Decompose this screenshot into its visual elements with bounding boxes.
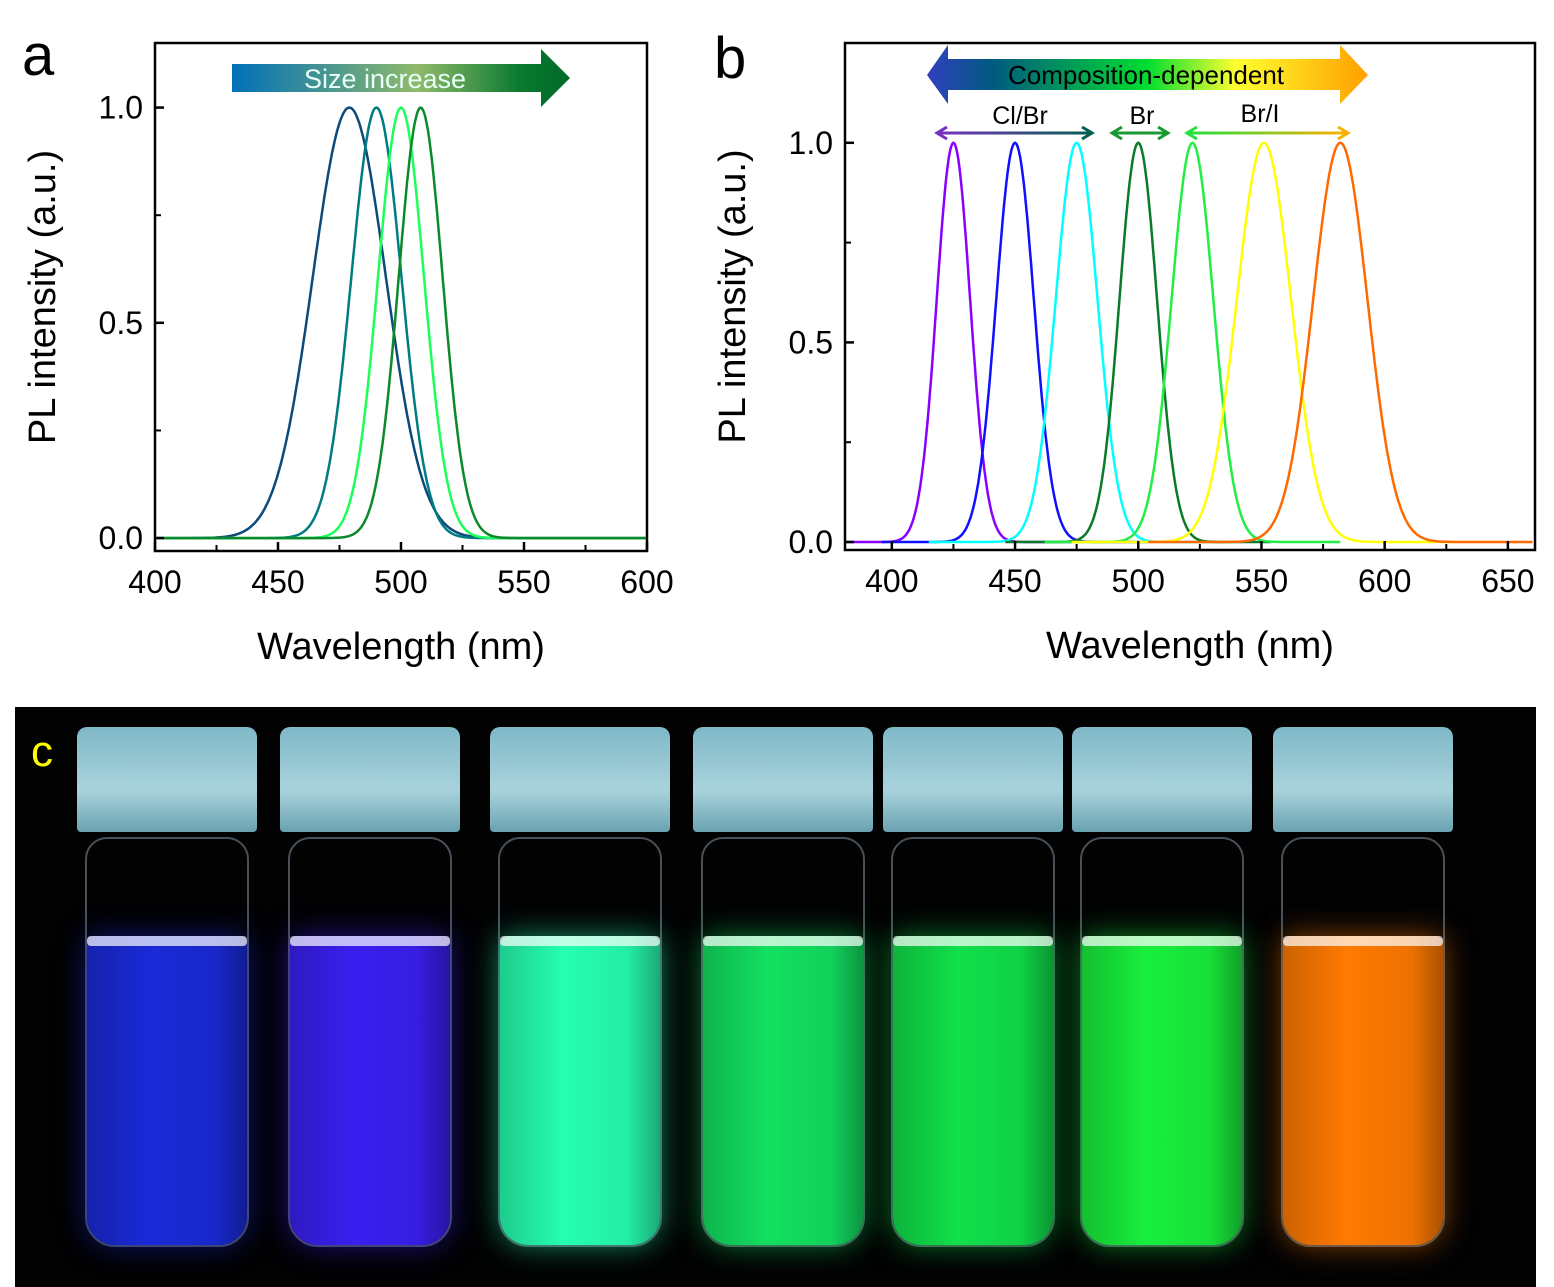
vial-body <box>701 837 865 1247</box>
vial-cap <box>1273 727 1453 832</box>
group-label-cl-br: Cl/Br <box>992 102 1048 130</box>
x-tick-label: 550 <box>1235 563 1288 599</box>
vial-cap <box>77 727 257 832</box>
x-tick-label: 400 <box>128 564 181 600</box>
series-line-1 <box>155 106 647 540</box>
y-tick-label: 0.5 <box>99 305 143 341</box>
panel-label: a <box>22 23 55 88</box>
composition-arrow <box>927 45 1368 104</box>
cl-br-arrow <box>934 125 1095 141</box>
series-line-6 <box>1148 141 1533 544</box>
vial <box>490 727 670 1267</box>
meniscus <box>87 936 247 947</box>
meniscus <box>500 936 660 947</box>
y-axis-label: PL intensity (a.u.) <box>712 149 754 443</box>
x-tick-label: 550 <box>497 564 550 600</box>
vial-cap <box>280 727 460 832</box>
meniscus <box>703 936 863 947</box>
group-label-br-i: Br/I <box>1241 100 1280 128</box>
y-tick-label: 1.0 <box>789 125 833 161</box>
x-tick-label: 450 <box>988 563 1041 599</box>
vial-liquid <box>290 936 450 1245</box>
plot-frame <box>153 41 649 553</box>
panel-label: b <box>714 26 746 91</box>
vial-cap <box>1072 727 1252 832</box>
vial <box>1273 727 1453 1267</box>
x-tick-label: 600 <box>1358 563 1411 599</box>
x-tick-label: 400 <box>865 563 918 599</box>
vial-liquid <box>703 936 863 1245</box>
plot-frame <box>843 41 1537 552</box>
series-line-0 <box>155 106 647 540</box>
meniscus <box>290 936 450 947</box>
group-label-br: Br <box>1130 102 1155 130</box>
vial-cap <box>693 727 873 832</box>
br-i-arrow <box>1184 125 1351 141</box>
vial <box>1072 727 1252 1267</box>
vial-cap <box>490 727 670 832</box>
y-tick-label: 0.0 <box>789 524 833 560</box>
vial-liquid <box>1283 936 1443 1245</box>
x-tick-label: 500 <box>1112 563 1165 599</box>
size-increase-label: Size increase <box>304 64 466 94</box>
vial-liquid <box>500 936 660 1245</box>
vial-liquid <box>1082 936 1242 1245</box>
vial <box>77 727 257 1267</box>
chart-a: Size increase 400 450 500 550 600 0.0 0.5 1.0 Wav… <box>22 23 674 668</box>
x-axis-label: Wavelength (nm) <box>257 626 545 668</box>
meniscus <box>1082 936 1242 947</box>
x-axis-label: Wavelength (nm) <box>1046 625 1334 667</box>
vial-cap <box>883 727 1063 832</box>
composition-label: Composition-dependent <box>1008 60 1285 90</box>
br-arrow <box>1109 125 1171 141</box>
size-increase-arrow <box>232 49 570 107</box>
x-tick-label: 450 <box>251 564 304 600</box>
vial <box>693 727 873 1267</box>
vial-body <box>1080 837 1244 1247</box>
vial-body <box>288 837 452 1247</box>
x-tick-label: 500 <box>374 564 427 600</box>
vial-body <box>1281 837 1445 1247</box>
x-tick-label: 600 <box>620 564 673 600</box>
meniscus <box>1283 936 1443 947</box>
x-tick-label: 650 <box>1481 563 1534 599</box>
series-line-2 <box>155 106 647 540</box>
vial-liquid <box>87 936 247 1245</box>
vial-body <box>85 837 249 1247</box>
y-tick-label: 0.5 <box>789 324 833 360</box>
y-tick-label: 1.0 <box>99 90 143 126</box>
y-tick-label: 0.0 <box>99 520 143 556</box>
vial-body <box>498 837 662 1247</box>
series-line-5 <box>1071 141 1457 544</box>
vials-photo: c <box>15 707 1536 1287</box>
y-axis-label: PL intensity (a.u.) <box>22 150 64 444</box>
vial-body <box>891 837 1055 1247</box>
vial-liquid <box>893 936 1053 1245</box>
meniscus <box>893 936 1053 947</box>
series-line-3 <box>155 106 647 540</box>
vial <box>883 727 1063 1267</box>
panel-label-c: c <box>31 727 53 776</box>
chart-b: 400 450 500 550 600 650 0.0 0.5 1.0 Wavelength (n… <box>712 26 1537 667</box>
vial <box>280 727 460 1267</box>
